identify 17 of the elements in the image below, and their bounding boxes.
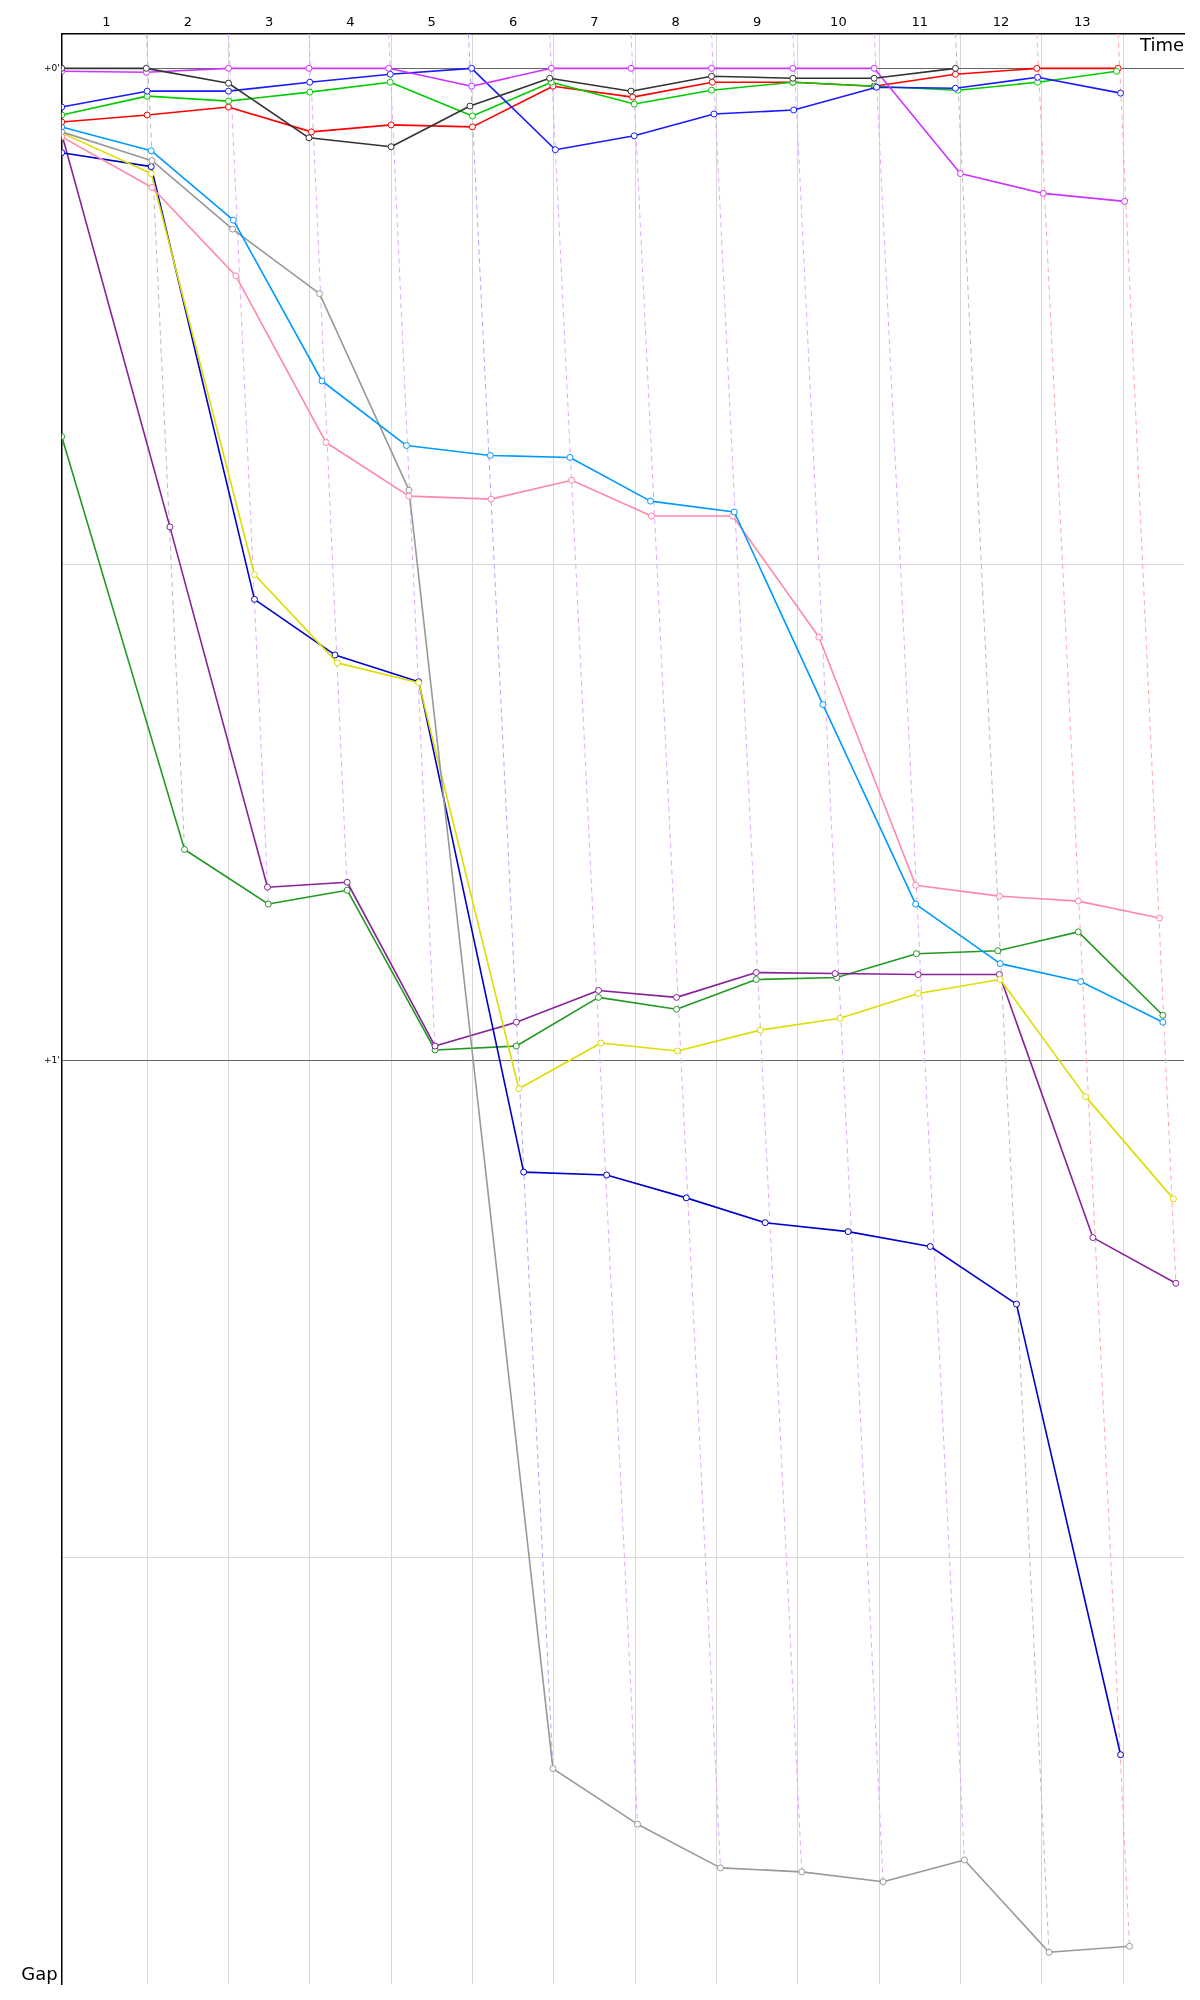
- x-axis-title: Time: [1138, 34, 1184, 56]
- x-tick-label: 11: [911, 14, 928, 30]
- x-tick-label: 5: [427, 14, 436, 30]
- x-tick-label: 2: [183, 14, 192, 30]
- y-tick-label: +1': [43, 1055, 60, 1066]
- x-tick-label: 12: [992, 14, 1010, 30]
- x-tick-label: 8: [671, 14, 680, 30]
- x-tick-label: 9: [752, 14, 762, 30]
- x-tick-label: 3: [264, 14, 274, 30]
- x-tick-label: 7: [590, 14, 599, 30]
- y-axis-title: Gap: [21, 1962, 58, 1984]
- y-tick-label: +0': [43, 62, 60, 73]
- x-tick-label: 4: [346, 14, 355, 30]
- x-tick-label: 10: [830, 14, 847, 30]
- x-tick-label: 6: [508, 14, 518, 30]
- x-tick-label: 1: [102, 14, 111, 30]
- x-tick-label: 13: [1074, 14, 1091, 30]
